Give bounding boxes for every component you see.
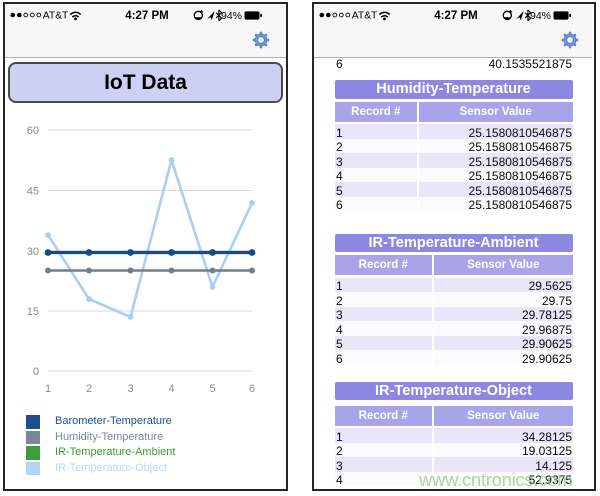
svg-text:AT&T: AT&T xyxy=(43,11,69,22)
svg-text:30: 30 xyxy=(27,246,39,258)
svg-text:45: 45 xyxy=(27,186,39,198)
svg-text:2: 2 xyxy=(86,383,92,395)
svg-text:4:27 PM: 4:27 PM xyxy=(434,10,477,22)
svg-text:3: 3 xyxy=(127,383,133,395)
svg-text:94%: 94% xyxy=(530,10,551,22)
svg-text:1: 1 xyxy=(45,383,51,395)
svg-text:4: 4 xyxy=(168,383,174,395)
svg-text:15: 15 xyxy=(27,306,39,318)
svg-text:0: 0 xyxy=(33,366,39,378)
svg-text:5: 5 xyxy=(209,383,215,395)
svg-text:60: 60 xyxy=(27,125,39,137)
svg-text:6: 6 xyxy=(249,383,255,395)
svg-text:AT&T: AT&T xyxy=(352,11,378,22)
svg-text:4:27 PM: 4:27 PM xyxy=(125,10,168,22)
svg-text:94%: 94% xyxy=(221,10,242,22)
